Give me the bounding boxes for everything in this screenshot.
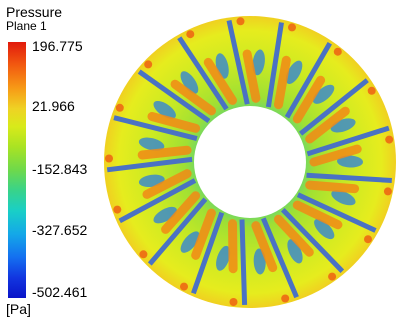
rotor-blade	[113, 115, 198, 142]
pressure-contour-plot	[104, 16, 396, 308]
legend-subtitle: Plane 1	[6, 19, 47, 33]
rim-high-pressure-spot	[288, 23, 296, 32]
rotor-blade	[299, 78, 369, 136]
rim-high-pressure-spot	[364, 235, 372, 244]
high-pressure-band	[161, 191, 201, 234]
rotor-blade	[177, 36, 229, 111]
low-pressure-region	[153, 206, 177, 224]
low-pressure-region	[337, 155, 363, 168]
high-pressure-band	[305, 106, 350, 144]
color-bar	[8, 42, 26, 298]
low-pressure-region	[180, 231, 200, 253]
low-pressure-region	[331, 190, 356, 206]
rotor-blade	[265, 22, 284, 108]
rim-high-pressure-spot	[113, 205, 122, 214]
rim-high-pressure-spot	[383, 187, 392, 196]
low-pressure-region	[287, 239, 303, 264]
rotor-blade	[281, 208, 345, 273]
legend-title: Pressure	[6, 4, 63, 20]
rim-high-pressure-spot	[180, 282, 188, 291]
low-pressure-region	[153, 100, 176, 119]
rim-high-pressure-spot	[328, 272, 337, 281]
rim-high-pressure-spot	[105, 154, 113, 163]
high-pressure-band	[137, 145, 192, 160]
rotor-blade	[306, 125, 390, 157]
rim-high-pressure-spot	[367, 86, 376, 95]
high-pressure-band	[203, 57, 237, 105]
high-pressure-band	[147, 112, 201, 133]
rotor-blade	[226, 19, 250, 105]
colorbar-tick-label: -502.461	[32, 284, 88, 300]
low-pressure-region	[314, 218, 335, 240]
low-pressure-region	[216, 245, 231, 271]
high-pressure-band	[309, 144, 362, 167]
high-pressure-band	[142, 169, 192, 199]
high-pressure-band	[274, 55, 291, 110]
rotor-blade	[118, 178, 197, 224]
colorbar-tick-label: 21.966	[32, 98, 75, 114]
rim-high-pressure-spot	[333, 47, 342, 56]
colorbar-tick-label: -327.652	[32, 222, 88, 238]
high-pressure-band	[274, 214, 314, 257]
rim-high-pressure-spot	[385, 135, 394, 144]
rim-high-pressure-spot	[281, 294, 290, 303]
colorbar-tick-label: -152.843	[32, 161, 88, 177]
high-pressure-band	[251, 221, 278, 273]
rotor-blade	[191, 211, 225, 295]
rotor-blade	[147, 197, 208, 266]
rotor-blade	[296, 192, 377, 233]
rotor-blade	[106, 156, 193, 173]
high-pressure-band	[242, 49, 261, 103]
rotor-blade	[306, 172, 392, 183]
hub-hole	[194, 106, 306, 218]
rotor-blade	[284, 42, 332, 119]
rim-high-pressure-spot	[236, 17, 245, 26]
rotor-blade	[239, 219, 248, 305]
rim-high-pressure-spot	[139, 250, 148, 259]
low-pressure-region	[138, 137, 165, 151]
rim-high-pressure-spot	[229, 298, 238, 306]
high-pressure-band	[228, 219, 238, 274]
low-pressure-region	[312, 84, 335, 104]
legend-units: [Pa]	[6, 301, 31, 317]
high-pressure-band	[292, 75, 326, 124]
low-pressure-region	[252, 49, 265, 76]
low-pressure-region	[285, 60, 303, 85]
high-pressure-band	[170, 79, 216, 116]
rim-high-pressure-spot	[115, 103, 124, 112]
low-pressure-region	[180, 71, 199, 94]
rim-high-pressure-spot	[144, 60, 153, 69]
high-pressure-band	[292, 200, 343, 230]
rotor-blade	[137, 69, 211, 124]
low-pressure-region	[253, 248, 266, 275]
colorbar-tick-label: 196.775	[32, 38, 83, 54]
high-pressure-band	[305, 180, 360, 194]
rim-high-pressure-spot	[186, 30, 195, 39]
rotor-blade	[260, 217, 299, 299]
high-pressure-band	[191, 208, 216, 260]
